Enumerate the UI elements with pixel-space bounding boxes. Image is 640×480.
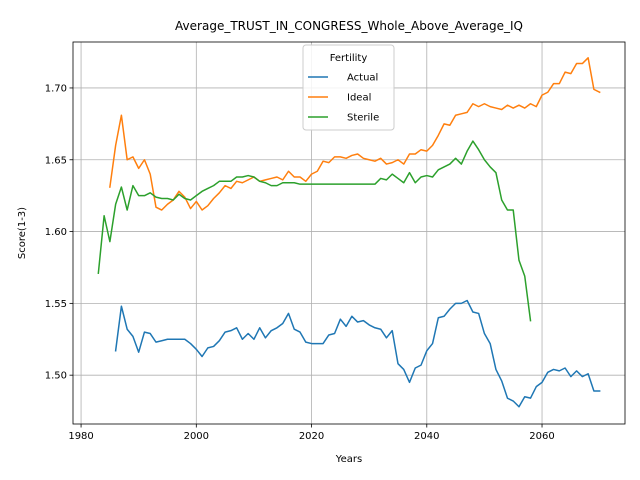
x-tick-label: 2060: [529, 431, 554, 442]
legend-title: Fertility: [330, 53, 368, 64]
y-tick-label: 1.65: [45, 155, 67, 166]
x-axis-label: Years: [335, 454, 362, 465]
y-axis-ticks: 1.50 1.55 1.60 1.65 1.70: [45, 83, 73, 382]
y-axis-label: Score(1-3): [17, 207, 28, 259]
series-line-ideal: [109, 57, 601, 211]
legend-label-ideal: Ideal: [347, 93, 371, 104]
series-line-actual: [114, 299, 601, 408]
y-tick-label: 1.50: [45, 371, 67, 382]
legend: Fertility Actual Ideal Sterile: [302, 44, 395, 131]
plot-frame: [72, 41, 626, 425]
x-tick-label: 2020: [299, 431, 324, 442]
y-tick-label: 1.55: [45, 299, 67, 310]
x-tick-label: 2000: [184, 431, 209, 442]
series-line-sterile: [97, 140, 532, 322]
legend-label-sterile: Sterile: [347, 113, 379, 124]
x-tick-label: 2040: [414, 431, 439, 442]
y-tick-label: 1.60: [45, 227, 67, 238]
series-lines: [97, 57, 601, 408]
x-axis-ticks: 1980 2000 2020 2040 2060: [68, 424, 555, 442]
legend-label-actual: Actual: [347, 73, 378, 84]
legend-entries: Actual Ideal Sterile: [308, 73, 379, 124]
legend-box: [302, 44, 395, 131]
y-tick-label: 1.70: [45, 83, 67, 94]
x-tick-label: 1980: [68, 431, 93, 442]
chart-title: Average_TRUST_IN_CONGRESS_Whole_Above_Av…: [175, 19, 523, 33]
